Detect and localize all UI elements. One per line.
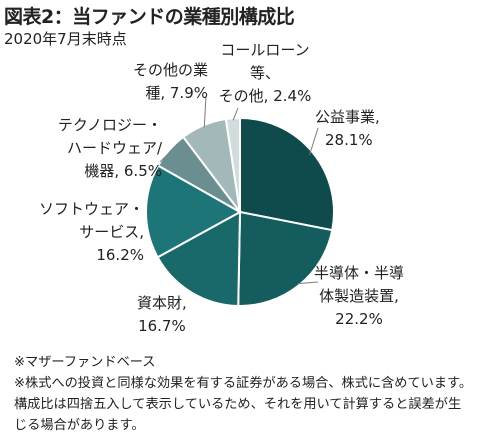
slice-label-call-loans-line-3: その他, 2.4%: [218, 87, 312, 105]
leader-line-semiconductors: [297, 281, 319, 285]
slice-label-call-loans-line-1: コールローン: [220, 41, 310, 59]
slice-label-other-sectors-line-1: その他の業: [132, 61, 208, 79]
slice-label-call-loans-line-2: 等、: [249, 64, 280, 82]
leader-line-call-loans: [232, 107, 239, 121]
leader-line-utilities: [309, 127, 319, 156]
pie-slice-call-loans: [224, 116, 241, 213]
slice-label-utilities: 公益事業, 28.1%: [315, 106, 380, 152]
slice-label-tech-hardware-line-2: ハードウェア/: [66, 139, 162, 157]
slice-label-utilities-line-2: 28.1%: [325, 131, 373, 149]
leader-line-other-sectors: [203, 95, 207, 128]
leader-line-tech-hardware: [159, 151, 172, 163]
slice-label-software: ソフトウェア・ サービス, 16.2%: [32, 198, 144, 267]
footnote-1: ※マザーファンドベース: [14, 355, 156, 370]
slice-label-semiconductors-line-1: 半導体・半導: [314, 264, 405, 282]
slice-label-software-line-3: 16.2%: [96, 246, 144, 264]
slice-label-capital-goods: 資本財, 16.7%: [137, 292, 187, 338]
slice-label-utilities-line-1: 公益事業,: [315, 108, 380, 126]
footnotes: ※マザーファンドベース ※株式への投資と同様な効果を有する証券がある場合、株式に…: [14, 352, 474, 436]
slice-label-other-sectors: その他の業 種, 7.9%: [100, 59, 208, 105]
slice-label-semiconductors-line-2: 体製造装置,: [319, 287, 399, 305]
pie-slice-utilities: [239, 116, 335, 232]
chart-title: 図表2：当ファンドの業種別構成比: [4, 6, 295, 28]
slice-label-tech-hardware-line-1: テクノロジー・: [57, 116, 162, 134]
slice-label-tech-hardware: テクノロジー・ ハードウェア/ 機器, 6.5%: [22, 114, 162, 183]
slice-label-other-sectors-line-2: 種, 7.9%: [145, 84, 208, 102]
pie-slice-capital-goods: [156, 210, 242, 307]
footnote-2: ※株式への投資と同様な効果を有する証券がある場合、株式に含めています。構成比は四…: [14, 376, 473, 433]
slice-label-semiconductors: 半導体・半導 体製造装置, 22.2%: [314, 262, 404, 331]
slice-label-software-line-1: ソフトウェア・: [38, 200, 144, 218]
slice-label-capital-goods-line-1: 資本財,: [137, 294, 187, 312]
slice-label-tech-hardware-line-3: 機器, 6.5%: [84, 162, 162, 180]
slice-label-semiconductors-line-3: 22.2%: [335, 310, 383, 328]
chart-subtitle: 2020年7月末時点: [4, 30, 127, 48]
pie-slice-software: [145, 164, 243, 259]
slice-label-software-line-2: サービス,: [79, 223, 144, 241]
slice-label-capital-goods-line-2: 16.7%: [138, 317, 186, 335]
slice-label-call-loans: コールローン 等、 その他, 2.4%: [210, 39, 320, 108]
pie-slice-semiconductors: [237, 210, 334, 307]
